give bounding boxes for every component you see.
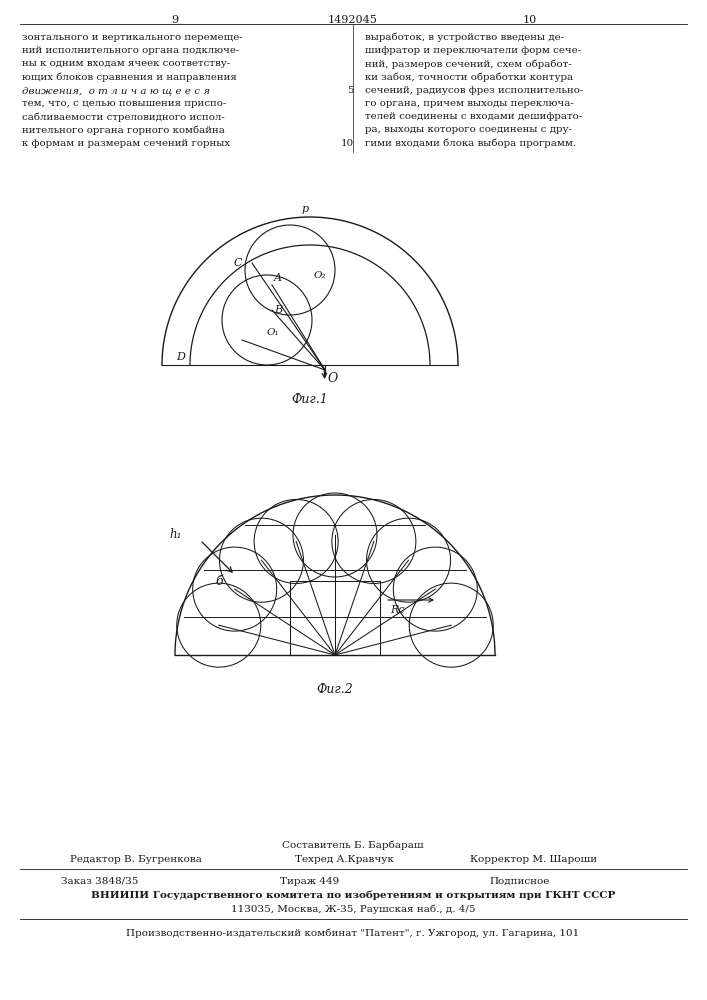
Text: 9: 9 xyxy=(171,15,179,25)
Text: Производственно-издательский комбинат "Патент", г. Ужгород, ул. Гагарина, 101: Производственно-издательский комбинат "П… xyxy=(127,929,580,938)
Text: 10: 10 xyxy=(341,139,354,148)
Text: ки забоя, точности обработки контура: ки забоя, точности обработки контура xyxy=(365,73,573,82)
Text: h₁: h₁ xyxy=(170,528,182,542)
Text: ра, выходы которого соединены с дру-: ра, выходы которого соединены с дру- xyxy=(365,125,572,134)
Text: ний исполнительного органа подключе-: ний исполнительного органа подключе- xyxy=(22,46,240,55)
Text: O₂: O₂ xyxy=(314,271,327,280)
Text: Фиг.2: Фиг.2 xyxy=(317,683,354,696)
Text: выработок, в устройство введены де-: выработок, в устройство введены де- xyxy=(365,33,564,42)
Text: телей соединены с входами дешифрато-: телей соединены с входами дешифрато- xyxy=(365,112,583,121)
Text: б: б xyxy=(215,575,223,588)
Text: D: D xyxy=(176,352,185,362)
Text: Заказ 3848/35: Заказ 3848/35 xyxy=(62,877,139,886)
Text: Фиг.1: Фиг.1 xyxy=(291,393,328,406)
Text: зонтального и вертикального перемеще-: зонтального и вертикального перемеще- xyxy=(22,33,243,42)
Text: гими входами блока выбора программ.: гими входами блока выбора программ. xyxy=(365,139,576,148)
Text: 5: 5 xyxy=(346,86,354,95)
Text: ний, размеров сечений, схем обработ-: ний, размеров сечений, схем обработ- xyxy=(365,59,572,69)
Text: 1492045: 1492045 xyxy=(328,15,378,25)
Text: Редактор В. Бугренкова: Редактор В. Бугренкова xyxy=(70,855,202,864)
Text: Подписное: Подписное xyxy=(490,877,550,886)
Text: тем, что, с целью повышения приспо-: тем, что, с целью повышения приспо- xyxy=(22,99,226,108)
Text: 113035, Москва, Ж-35, Раушская наб., д. 4/5: 113035, Москва, Ж-35, Раушская наб., д. … xyxy=(230,905,475,914)
Text: 10: 10 xyxy=(523,15,537,25)
Text: O₁: O₁ xyxy=(267,328,280,337)
Text: ны к одним входам ячеек соответству-: ны к одним входам ячеек соответству- xyxy=(22,59,230,68)
Text: Техред А.Кравчук: Техред А.Кравчук xyxy=(295,855,394,864)
Text: ющих блоков сравнения и направления: ющих блоков сравнения и направления xyxy=(22,73,237,82)
Text: го органа, причем выходы переключа-: го органа, причем выходы переключа- xyxy=(365,99,574,108)
Text: к формам и размерам сечений горных: к формам и размерам сечений горных xyxy=(22,139,230,148)
Text: C: C xyxy=(233,258,242,268)
Text: сечений, радиусов фрез исполнительно-: сечений, радиусов фрез исполнительно- xyxy=(365,86,583,95)
Text: O: O xyxy=(328,372,338,385)
Text: p: p xyxy=(301,204,308,214)
Text: шифратор и переключатели форм сече-: шифратор и переключатели форм сече- xyxy=(365,46,581,55)
Text: B: B xyxy=(274,305,282,315)
Text: ВНИИПИ Государственного комитета по изобретениям и открытиям при ГКНТ СССР: ВНИИПИ Государственного комитета по изоб… xyxy=(90,891,615,900)
Text: Rc: Rc xyxy=(390,605,404,615)
Text: сабливаемости стреловидного испол-: сабливаемости стреловидного испол- xyxy=(22,112,225,122)
Text: Тираж 449: Тираж 449 xyxy=(281,877,339,886)
Text: движения,  о т л и ч а ю щ е е с я: движения, о т л и ч а ю щ е е с я xyxy=(22,86,210,95)
Text: A: A xyxy=(274,273,282,283)
Text: Корректор М. Шароши: Корректор М. Шароши xyxy=(470,855,597,864)
Text: нительного органа горного комбайна: нительного органа горного комбайна xyxy=(22,125,225,135)
Text: Составитель Б. Барбараш: Составитель Б. Барбараш xyxy=(282,840,423,850)
